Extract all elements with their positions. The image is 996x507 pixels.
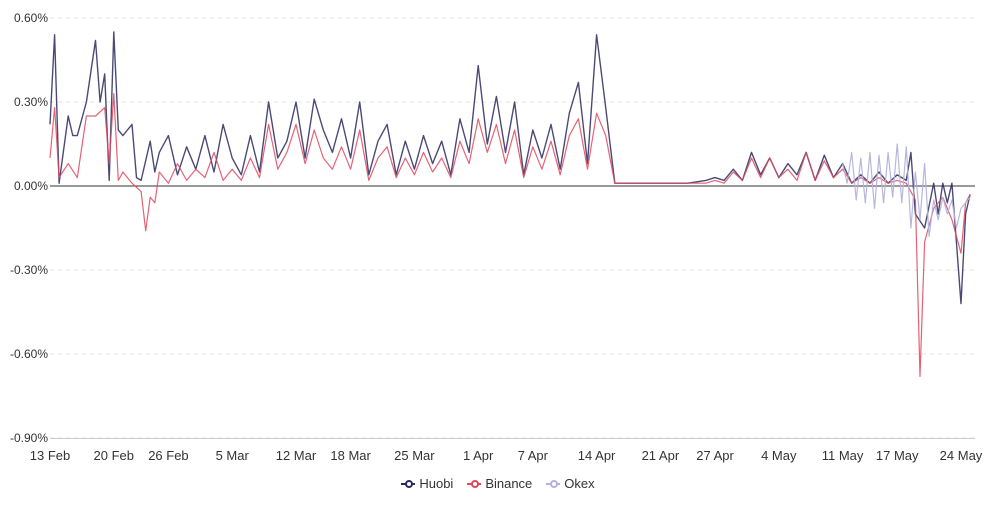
x-tick-label: 20 Feb [94, 448, 134, 463]
legend-item-okex[interactable]: Okex [546, 476, 595, 491]
y-tick-label: 0.30% [14, 95, 48, 109]
x-tick-label: 5 Mar [216, 448, 250, 463]
legend: Huobi Binance Okex [0, 476, 996, 491]
series-line-okex [842, 143, 971, 237]
series-group [49, 31, 971, 377]
legend-marker-icon [401, 479, 416, 489]
x-tick-label: 7 Apr [518, 448, 549, 463]
x-tick-label: 21 Apr [642, 448, 680, 463]
y-tick-label: -0.90% [10, 431, 48, 445]
x-tick-label: 14 Apr [578, 448, 616, 463]
y-tick-label: -0.60% [10, 347, 48, 361]
x-tick-label: 24 May [940, 448, 983, 463]
legend-label: Huobi [419, 476, 454, 491]
y-axis: 0.60% 0.30% 0.00% -0.30% -0.60% -0.90% [10, 11, 48, 445]
x-tick-label: 18 Mar [330, 448, 371, 463]
grid-lines [50, 17, 975, 439]
x-tick-label: 11 May [822, 448, 864, 463]
y-tick-label: 0.60% [14, 11, 48, 25]
x-tick-label: 25 Mar [394, 448, 435, 463]
series-line-huobi [49, 31, 971, 305]
y-tick-label: -0.30% [10, 263, 48, 277]
legend-marker-icon [546, 479, 561, 489]
y-tick-label: 0.00% [14, 179, 48, 193]
x-tick-label: 27 Apr [696, 448, 734, 463]
x-tick-label: 12 Mar [276, 448, 317, 463]
legend-label: Binance [485, 476, 533, 491]
series-line-binance [49, 93, 971, 377]
x-tick-label: 13 Feb [30, 448, 70, 463]
x-tick-label: 4 May [761, 448, 797, 463]
legend-item-binance[interactable]: Binance [467, 476, 532, 491]
x-tick-label: 17 May [876, 448, 919, 463]
legend-marker-icon [467, 479, 482, 489]
legend-item-huobi[interactable]: Huobi [401, 476, 453, 491]
x-axis: 13 Feb 20 Feb 26 Feb 5 Mar 12 Mar 18 Mar 25 Ma… [30, 448, 983, 463]
legend-label: Okex [564, 476, 595, 491]
x-tick-label: 26 Feb [148, 448, 188, 463]
x-tick-label: 1 Apr [463, 448, 494, 463]
